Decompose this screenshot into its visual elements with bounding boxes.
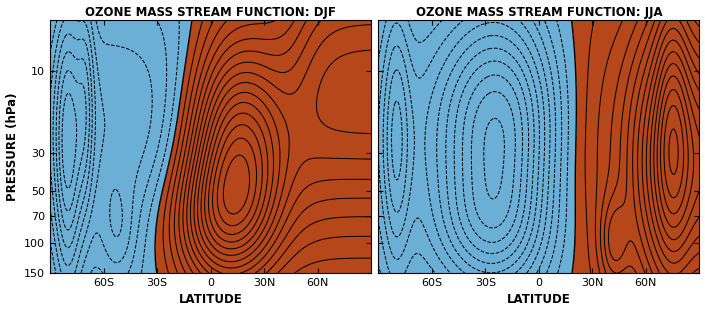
X-axis label: LATITUDE: LATITUDE [179, 294, 243, 306]
X-axis label: LATITUDE: LATITUDE [507, 294, 570, 306]
Title: OZONE MASS STREAM FUNCTION: JJA: OZONE MASS STREAM FUNCTION: JJA [415, 6, 662, 18]
Y-axis label: PRESSURE (hPa): PRESSURE (hPa) [6, 92, 18, 201]
Title: OZONE MASS STREAM FUNCTION: DJF: OZONE MASS STREAM FUNCTION: DJF [85, 6, 336, 18]
